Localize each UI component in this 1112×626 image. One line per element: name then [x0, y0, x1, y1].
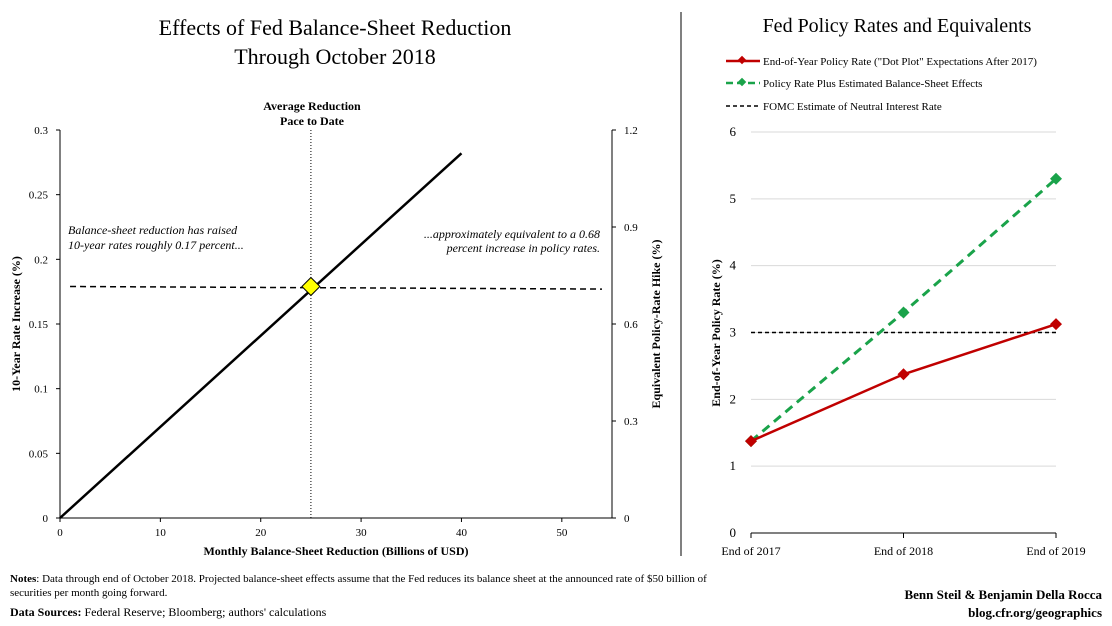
- annotation-right-line2: percent increase in policy rates.: [446, 241, 600, 255]
- sources-text: Federal Reserve; Bloomberg; authors' cal…: [81, 605, 327, 619]
- legend-label-policy-rate: End-of-Year Policy Rate ("Dot Plot" Expe…: [763, 56, 1037, 68]
- marker-label-line2: Pace to Date: [280, 114, 345, 128]
- left-x-tick-label: 0: [57, 527, 63, 539]
- annotation-right-line1: ...approximately equivalent to a 0.68: [424, 227, 600, 241]
- right-y-axis-label: End-of-Year Policy Rate (%): [709, 259, 723, 406]
- right-chart-title: Fed Policy Rates and Equivalents: [763, 15, 1032, 37]
- right-y-tick-label: 6: [730, 124, 737, 139]
- left-x-axis-label: Monthly Balance-Sheet Reduction (Billion…: [203, 544, 468, 558]
- marker-label-line1: Average Reduction: [263, 99, 361, 113]
- credit: Benn Steil & Benjamin Della Rocca blog.c…: [904, 586, 1102, 622]
- left-chart-title-line2: Through October 2018: [234, 44, 436, 69]
- left-mark-group: [59, 130, 602, 519]
- left-y2-tick-label: 0: [624, 513, 630, 525]
- series-line-policy-rate: [750, 322, 1057, 443]
- left-y-tick-label: 0.05: [29, 448, 49, 460]
- right-y-tick-label: 1: [730, 458, 737, 473]
- left-tick-group: 0 10 20 30 40 50 0 0.05 0.1 0.15 0.2 0.25 0.3 0 0.3 0.6…: [29, 125, 639, 539]
- right-chart: Fed Policy Rates and Equivalents End-of-…: [709, 15, 1086, 558]
- left-y2-tick-label: 0.6: [624, 319, 638, 331]
- right-gridlines: [751, 131, 1056, 467]
- left-x-tick-label: 10: [155, 527, 167, 539]
- left-y-tick-label: 0.15: [29, 319, 49, 331]
- legend-label-balance-sheet: Policy Rate Plus Estimated Balance-Sheet…: [763, 78, 982, 90]
- legend-marker-balance-sheet: [737, 77, 747, 87]
- right-tick-group: 0 1 2 3 4 5 6 End of 2017 End of 2018 End of 2019: [721, 124, 1085, 558]
- series-point-balance-sheet-effects: [897, 306, 910, 319]
- left-y-tick-label: 0.1: [34, 384, 48, 396]
- balance-sheet-effect-line: [59, 152, 463, 519]
- rate-increase-level-line: [70, 285, 602, 290]
- left-y2-tick-label: 0.9: [624, 222, 638, 234]
- current-pace-marker: [301, 276, 321, 297]
- left-y-tick-label: 0: [43, 513, 49, 525]
- left-y-tick-label: 0.2: [34, 254, 48, 266]
- data-sources: Data Sources: Federal Reserve; Bloomberg…: [10, 605, 326, 619]
- left-y-axis-label: 10-Year Rate Increase (%): [9, 256, 23, 392]
- legend-marker-policy-rate: [737, 55, 747, 65]
- left-chart: Effects of Fed Balance-Sheet Reduction T…: [9, 15, 663, 558]
- right-legend: End-of-Year Policy Rate ("Dot Plot" Expe…: [726, 55, 1037, 113]
- left-x-tick-label: 20: [255, 527, 267, 539]
- left-y-tick-label: 0.3: [34, 125, 48, 137]
- right-x-tick-label: End of 2018: [874, 544, 933, 558]
- left-x-tick-label: 50: [556, 527, 568, 539]
- series-point-policy-rate: [1050, 318, 1062, 331]
- left-x-tick-label: 40: [456, 527, 468, 539]
- right-mark-group: [745, 172, 1062, 448]
- left-y2-axis-label: Equivalent Policy-Rate Hike (%): [649, 240, 663, 409]
- left-chart-title-line1: Effects of Fed Balance-Sheet Reduction: [159, 15, 512, 40]
- left-y-tick-label: 0.25: [29, 190, 49, 202]
- credit-authors: Benn Steil & Benjamin Della Rocca: [904, 587, 1102, 602]
- series-point-balance-sheet-effects: [1050, 172, 1062, 185]
- right-y-tick-label: 2: [730, 391, 737, 406]
- notes-label: Notes: [10, 573, 37, 585]
- legend-label-neutral-rate: FOMC Estimate of Neutral Interest Rate: [763, 101, 942, 113]
- series-point-policy-rate: [897, 368, 910, 381]
- left-y2-tick-label: 1.2: [624, 125, 638, 137]
- series-point-policy-rate: [745, 435, 757, 448]
- right-y-tick-label: 0: [730, 525, 737, 540]
- right-y-tick-label: 5: [730, 191, 737, 206]
- sources-label: Data Sources:: [10, 605, 82, 619]
- left-x-tick-label: 30: [356, 527, 368, 539]
- notes: Notes: Data through end of October 2018.…: [10, 572, 710, 600]
- left-y2-tick-label: 0.3: [624, 416, 638, 428]
- credit-url: blog.cfr.org/geographics: [968, 605, 1102, 620]
- annotation-left-line1: Balance-sheet reduction has raised: [68, 223, 238, 237]
- right-x-tick-label: End of 2017: [721, 544, 780, 558]
- right-y-tick-label: 3: [730, 325, 737, 340]
- right-x-tick-label: End of 2019: [1026, 544, 1085, 558]
- right-y-tick-label: 4: [730, 258, 737, 273]
- annotation-left-line2: 10-year rates roughly 0.17 percent...: [68, 238, 244, 252]
- notes-text: : Data through end of October 2018. Proj…: [10, 573, 707, 599]
